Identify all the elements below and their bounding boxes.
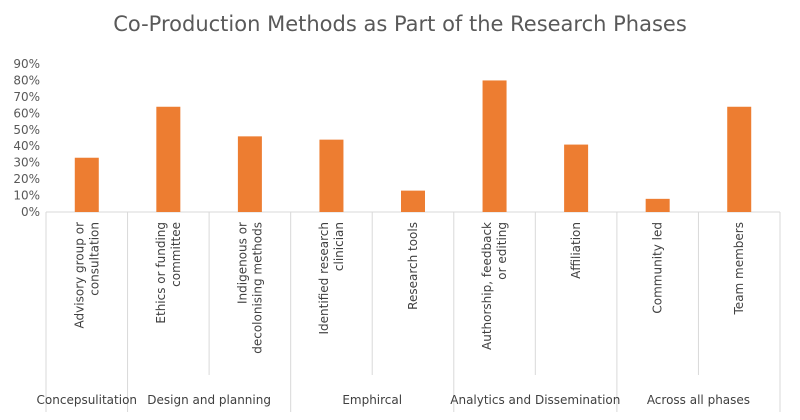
y-tick-label: 40% <box>13 139 40 153</box>
category-label: Research tools <box>406 222 420 310</box>
group-label: Across all phases <box>647 393 750 407</box>
chart-title: Co-Production Methods as Part of the Res… <box>113 12 687 36</box>
bar <box>237 136 262 212</box>
bar <box>645 198 670 212</box>
bar <box>564 144 589 212</box>
y-tick-label: 90% <box>13 57 40 71</box>
y-tick-label: 20% <box>13 172 40 186</box>
bar <box>156 106 181 212</box>
category-label: Indigenous ordecolonising methods <box>235 222 264 354</box>
group-label: Design and planning <box>147 393 271 407</box>
y-tick-label: 50% <box>13 123 40 137</box>
category-label: Authorship, feedbackor editing <box>480 222 509 350</box>
group-label: Analytics and Dissemination <box>450 393 620 407</box>
category-label: Identified researchclinician <box>317 222 346 334</box>
bar <box>401 190 425 212</box>
bar <box>727 106 752 212</box>
y-tick-label: 60% <box>13 106 40 120</box>
bar <box>482 80 507 212</box>
bar <box>74 157 99 212</box>
y-tick-label: 10% <box>13 189 40 203</box>
y-tick-label: 0% <box>21 205 40 219</box>
category-label: Advisory group orconsultation <box>72 222 101 329</box>
category-label: Community led <box>651 222 665 314</box>
y-tick-label: 30% <box>13 156 40 170</box>
category-label: Affiliation <box>569 222 583 279</box>
group-label: Emphircal <box>342 393 402 407</box>
category-label: Ethics or fundingcommittee <box>154 222 183 324</box>
y-tick-label: 80% <box>13 73 40 87</box>
bar <box>319 139 344 212</box>
category-label: Team members <box>732 222 746 315</box>
y-tick-label: 70% <box>13 90 40 104</box>
group-label: Concepsulitation <box>37 393 138 407</box>
